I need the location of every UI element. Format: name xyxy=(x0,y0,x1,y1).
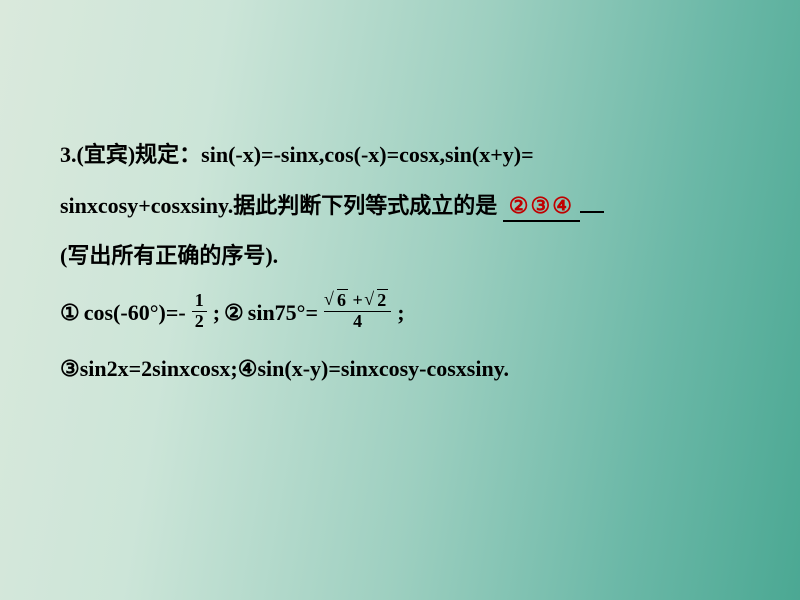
opt4-label: ④ xyxy=(238,356,258,381)
stem-line-3: (写出所有正确的序号). xyxy=(60,231,740,282)
sqrt6: 6 xyxy=(327,291,348,311)
opt2-before: sin75°= xyxy=(248,288,318,339)
opt1-after: ; xyxy=(213,288,220,339)
stem-text-1: 规定：sin(-x)=-sinx,cos(-x)=cosx,sin(x+y)= xyxy=(135,142,533,167)
problem-content: 3.(宜宾)规定：sin(-x)=-sinx,cos(-x)=cosx,sin(… xyxy=(60,130,740,395)
opt1-fraction: 12 xyxy=(192,291,207,332)
stem-text-3: (写出所有正确的序号). xyxy=(60,243,278,268)
opt3-label: ③ xyxy=(60,356,80,381)
stem-text-2: sinxcosy+cosxsiny.据此判断下列等式成立的是 xyxy=(60,193,497,218)
opt1-before: cos(-60°)=- xyxy=(84,288,186,339)
opt1-num: 1 xyxy=(192,291,207,312)
opt2-label: ② xyxy=(224,288,244,339)
options-line-1: ①cos(-60°)=-12; ②sin75°=6 + 24; xyxy=(60,288,740,339)
sqrt2: 2 xyxy=(367,291,388,311)
options-line-2: ③sin2x=2sinxcosx;④sin(x-y)=sinxcosy-cosx… xyxy=(60,344,740,395)
answer-blank: ②③④ xyxy=(503,193,580,222)
opt2-after: ; xyxy=(397,288,404,339)
opt4-text: sin(x-y)=sinxcosy-cosxsiny. xyxy=(257,356,509,381)
opt2-fraction: 6 + 24 xyxy=(324,291,391,332)
opt3-text: sin2x=2sinxcosx; xyxy=(80,356,238,381)
stem-line-2: sinxcosy+cosxsiny.据此判断下列等式成立的是 ②③④ xyxy=(60,181,740,232)
opt2-den: 4 xyxy=(324,312,391,332)
problem-number: 3. xyxy=(60,142,77,167)
opt2-num: 6 + 2 xyxy=(324,291,391,312)
problem-source: (宜宾) xyxy=(77,142,136,167)
blank-tail xyxy=(580,211,604,213)
stem-line-1: 3.(宜宾)规定：sin(-x)=-sinx,cos(-x)=cosx,sin(… xyxy=(60,130,740,181)
opt1-label: ① xyxy=(60,288,80,339)
opt1-den: 2 xyxy=(192,312,207,332)
